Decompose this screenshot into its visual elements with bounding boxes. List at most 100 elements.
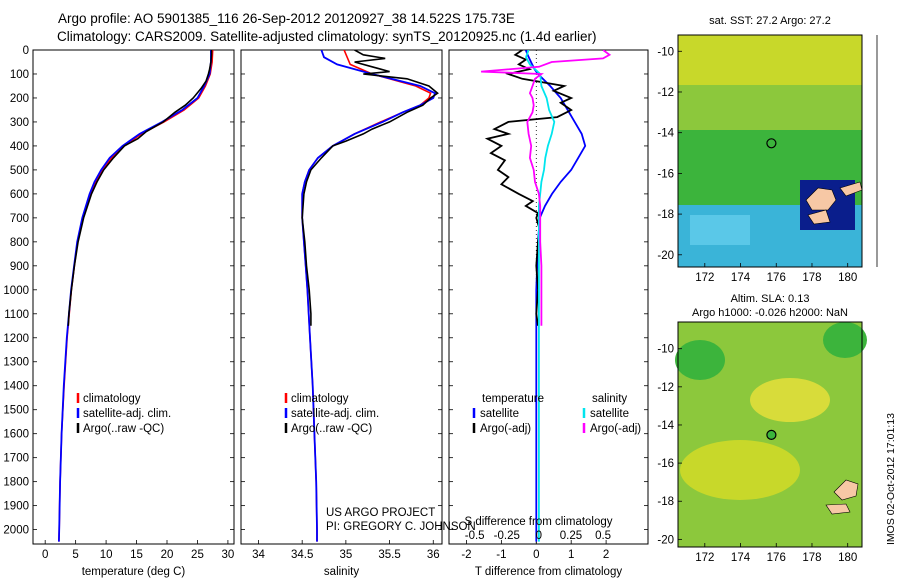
map-lat-tick-label: -16: [657, 458, 674, 470]
difference-series-group: [481, 50, 612, 544]
depth-tick-label: 1400: [3, 381, 29, 393]
diff-legend-label: Argo(-adj): [590, 423, 641, 435]
map-lon-tick-label: 176: [767, 552, 786, 564]
temperature-series-group: [58, 50, 214, 542]
salinity-xtick-label: 34: [252, 549, 265, 561]
sla-low-patch-2: [823, 322, 867, 358]
figure-title-line-2: Climatology: CARS2009. Satellite-adjuste…: [57, 29, 597, 44]
salinity-panel: 34 34.5 35 35.5 36 salinity climatology satelli…: [240, 49, 443, 578]
salinity-axes-frame: [240, 49, 443, 545]
temperature-xtick-label: 20: [161, 549, 174, 561]
difference-xtick-label: -2: [461, 549, 471, 561]
map-lon-tick-label: 178: [802, 272, 821, 284]
sla-fiji-island-1: [833, 479, 859, 501]
diff-legend-heading: temperature: [482, 393, 544, 405]
depth-tick-label: 300: [10, 117, 29, 129]
depth-tick-label: 900: [10, 261, 29, 273]
map-lat-tick-label: -14: [657, 128, 674, 140]
salinity-diff-xlabel: S difference from climatology: [464, 516, 612, 528]
salinity-legend-label: climatology: [291, 393, 349, 405]
sla-high-patch: [680, 440, 800, 500]
sla-high-patch-2: [750, 378, 830, 422]
map-lon-tick-label: 174: [731, 552, 751, 564]
map-lon-tick-label: 178: [802, 552, 821, 564]
imos-timestamp: IMOS 02-Oct-2012 17:01:13: [885, 413, 897, 545]
depth-tick-label: 1800: [3, 477, 29, 489]
map-lat-tick-label: -18: [657, 209, 674, 221]
depth-tick-label: 1100: [4, 309, 29, 321]
sst-cool-patch: [690, 215, 750, 245]
salinity-xtick-label: 35: [339, 549, 352, 561]
project-name: US ARGO PROJECT: [326, 507, 435, 519]
difference-xtick-label: 1: [568, 549, 574, 561]
salinity-diff-tick-label: 0.25: [560, 530, 582, 542]
fiji-island-kadavu: [807, 209, 831, 225]
temperature-xlabel: temperature (deg C): [82, 566, 186, 578]
map-lon-tick-label: 180: [838, 552, 857, 564]
fiji-island-viti-levu: [805, 187, 837, 211]
depth-tick-label: 1500: [3, 405, 29, 417]
salinity-diff-tick-label: -0.25: [494, 530, 520, 542]
temperature-xtick-label: 15: [130, 549, 143, 561]
sla-map-frame: [677, 321, 863, 548]
depth-tick-label: 200: [10, 93, 29, 105]
principal-investigator: PI: GREGORY C. JOHNSON: [326, 521, 476, 533]
difference-xtick-label: -1: [496, 549, 506, 561]
sla-map-title-1: Altim. SLA: 0.13: [731, 293, 810, 305]
salinity-line-argo-raw-qc-: [301, 50, 439, 326]
temperature-xtick-label: 0: [42, 549, 48, 561]
diff-line-salinity-argo-adj-: [481, 50, 612, 326]
map-lat-tick-label: -18: [657, 496, 674, 508]
depth-tick-label: 1700: [3, 453, 29, 465]
depth-tick-label: 600: [10, 189, 29, 201]
sla-fiji-island-2: [825, 503, 851, 515]
diff-legend-label: satellite: [480, 408, 519, 420]
temperature-line-argo-raw-qc-: [67, 50, 213, 326]
sla-float-marker: [766, 429, 777, 440]
depth-tick-label: 1000: [3, 285, 29, 297]
temperature-xtick-label: 5: [72, 549, 78, 561]
temperature-legend-label: Argo(..raw -QC): [83, 423, 164, 435]
sst-map-frame: [677, 34, 863, 268]
map-lat-tick-label: -16: [657, 168, 674, 180]
salinity-xlabel: salinity: [324, 566, 359, 578]
depth-tick-label: 1600: [3, 429, 29, 441]
diff-line-salinity-satellite: [525, 50, 556, 542]
map-lat-tick-label: -20: [657, 534, 674, 546]
difference-panel: -2 -1 0 1 2 T difference from climatology -0.5…: [448, 49, 649, 578]
depth-tick-label: 0: [23, 45, 29, 57]
depth-tick-label: 100: [10, 69, 29, 81]
temperature-legend-label: climatology: [83, 393, 141, 405]
depth-tick-label: 500: [10, 165, 29, 177]
map-lat-tick-label: -10: [657, 344, 674, 356]
map-lat-tick-label: -12: [657, 87, 674, 99]
map-lon-tick-label: 176: [767, 272, 786, 284]
temperature-xtick-label: 30: [222, 549, 235, 561]
depth-tick-label: 2000: [3, 525, 29, 537]
map-lat-tick-label: -14: [657, 420, 674, 432]
salinity-diff-tick-label: 0.5: [595, 530, 611, 542]
depth-tick-label: 1300: [3, 357, 29, 369]
map-lat-tick-label: -20: [657, 250, 674, 262]
depth-tick-label: 800: [10, 237, 29, 249]
depth-tick-label: 700: [10, 213, 29, 225]
figure-title-line-1: Argo profile: AO 5901385_116 26-Sep-2012…: [58, 11, 515, 26]
map-lon-tick-label: 180: [838, 272, 857, 284]
sst-warm-band: [678, 35, 862, 85]
salinity-series-group: [301, 50, 439, 542]
map-lat-tick-label: -12: [657, 382, 674, 394]
sst-float-marker: [766, 138, 777, 149]
diff-legend-label: satellite: [590, 408, 629, 420]
sst-map: 172 174 176 178 180 -10 -12 -14 -16 -18 -20 sat. S…: [657, 15, 878, 284]
salinity-legend-label: satellite-adj. clim.: [291, 408, 379, 420]
temperature-legend-label: satellite-adj. clim.: [83, 408, 171, 420]
difference-xtick-label: 0: [533, 549, 539, 561]
depth-tick-label: 1200: [3, 333, 29, 345]
sla-map: 172 174 176 178 180 -10 -12 -14 -16 -18 -20 Altim.…: [657, 293, 897, 564]
salinity-line-satellite-adj-clim-: [301, 50, 437, 542]
salinity-xtick-label: 35.5: [378, 549, 400, 561]
depth-tick-label: 1900: [3, 501, 29, 513]
salinity-diff-tick-label: -0.5: [465, 530, 485, 542]
